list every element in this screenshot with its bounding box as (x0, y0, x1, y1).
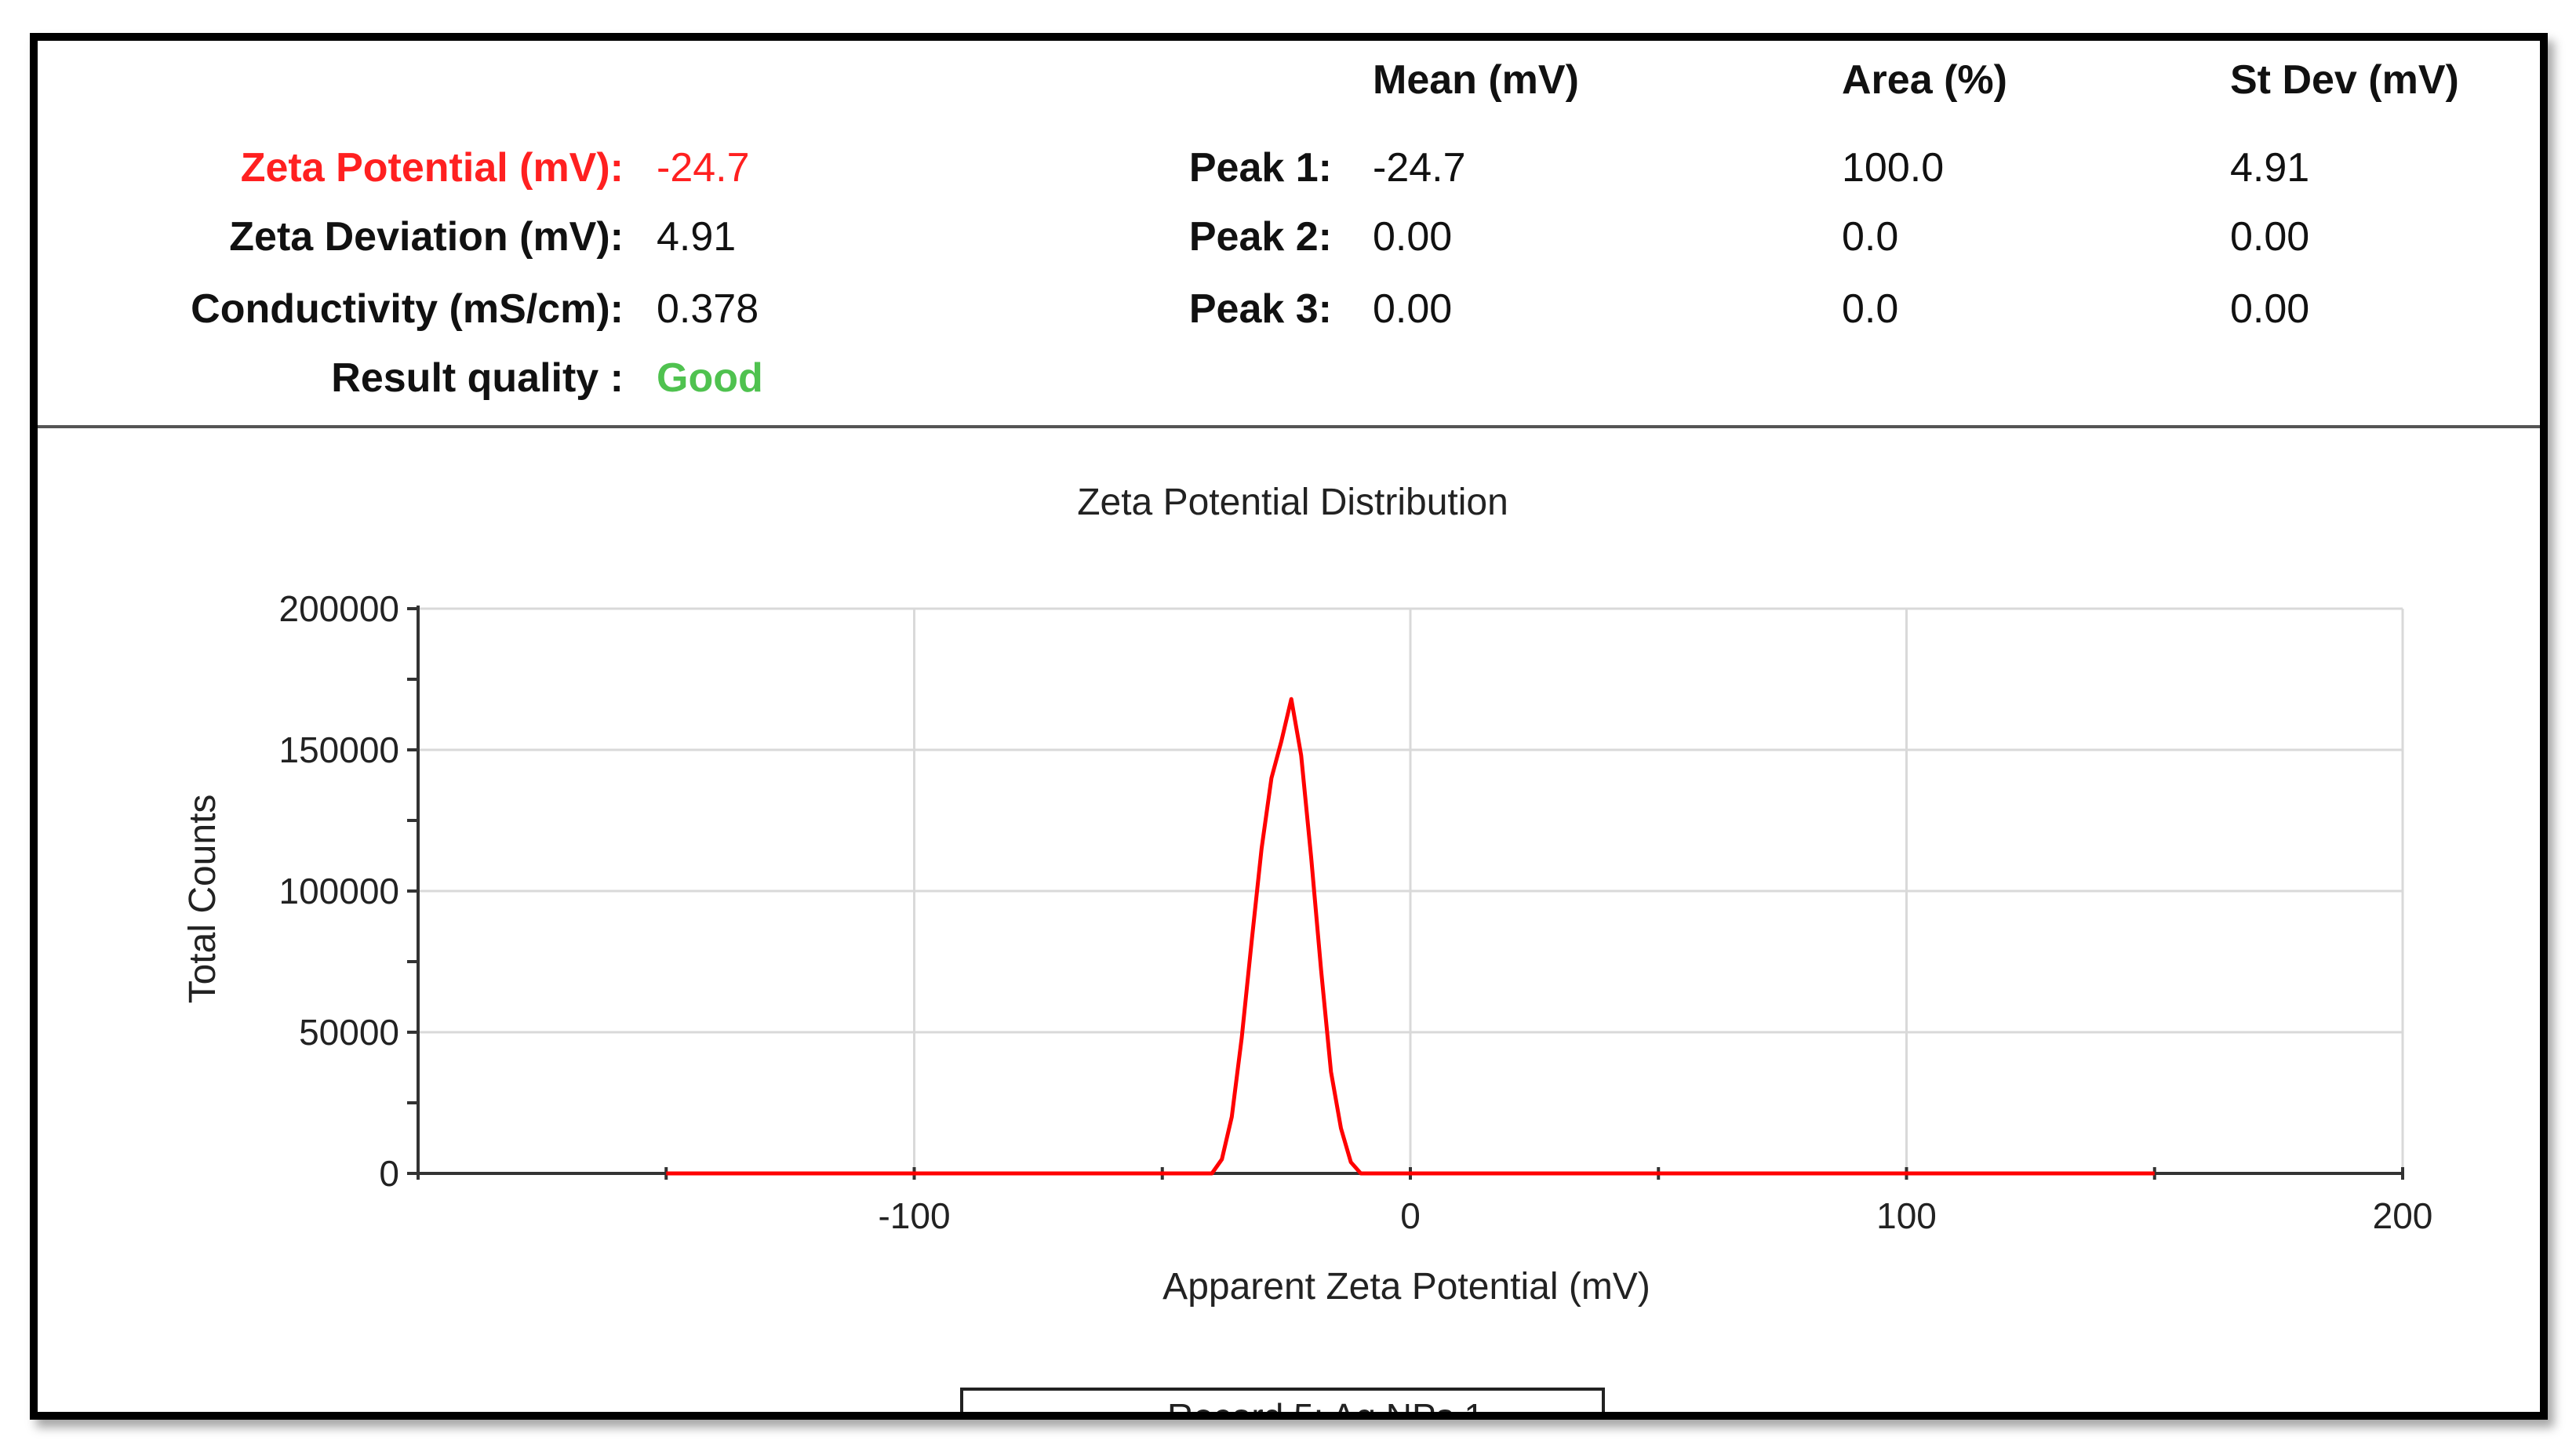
x-tick-label: -100 (878, 1195, 950, 1236)
y-tick-label: 50000 (299, 1012, 399, 1053)
chart-axes (407, 606, 2404, 1180)
peak-1-stdev: 4.91 (2230, 145, 2310, 191)
zeta-potential-label: Zeta Potential (mV): (240, 145, 624, 191)
result-quality-label: Result quality : (331, 355, 624, 401)
y-tick-label: 200000 (279, 588, 400, 629)
peak-1-label: Peak 1: (1188, 145, 1332, 191)
peak-3-label: Peak 3: (1188, 286, 1332, 332)
legend-label: Record 5: Ag NPs 1 (1167, 1396, 1484, 1412)
chart-series (666, 697, 2155, 1176)
y-tick-label: 150000 (279, 729, 400, 770)
peak-2-area: 0.0 (1842, 214, 1899, 260)
peak-2-mean: 0.00 (1373, 214, 1453, 260)
header-area: Area (%) (1842, 57, 2007, 103)
y-tick-label: 100000 (279, 871, 400, 911)
report-frame: Mean (mV) Area (%) St Dev (mV) Zeta Pote… (30, 33, 2548, 1420)
peak-3-area: 0.0 (1842, 286, 1899, 332)
zeta-deviation-value: 4.91 (657, 214, 737, 260)
x-axis-title: Apparent Zeta Potential (mV) (1162, 1266, 1650, 1308)
conductivity-label: Conductivity (mS/cm): (191, 286, 624, 332)
header-mean: Mean (mV) (1373, 57, 1579, 103)
x-tick-label: 100 (1876, 1195, 1937, 1236)
chart-grid (418, 607, 2404, 1175)
chart-legend: Record 5: Ag NPs 1 (960, 1388, 1605, 1412)
zeta-deviation-label: Zeta Deviation (mV): (229, 214, 624, 260)
result-quality-value: Good (657, 355, 763, 401)
peak-3-mean: 0.00 (1373, 286, 1453, 332)
summary-panel: Mean (mV) Area (%) St Dev (mV) Zeta Pote… (38, 41, 2540, 425)
y-tick-label: 0 (379, 1153, 399, 1194)
zeta-potential-value: -24.7 (657, 145, 750, 191)
conductivity-value: 0.378 (657, 286, 759, 332)
chart-ticks: -100 0 100 200 0 50000 100000 150000 200000 (279, 588, 2433, 1236)
section-divider (38, 425, 2540, 428)
peak-2-stdev: 0.00 (2230, 214, 2310, 260)
x-tick-label: 200 (2373, 1195, 2433, 1236)
chart-title: Zeta Potential Distribution (1077, 482, 1508, 523)
series-line (666, 697, 2155, 1176)
peak-1-area: 100.0 (1842, 145, 1945, 191)
zeta-distribution-chart: Zeta Potential Distribution -100 0 100 2000… (182, 482, 2433, 1412)
peak-3-stdev: 0.00 (2230, 286, 2310, 332)
y-axis-title: Total Counts (182, 795, 224, 1004)
peak-2-label: Peak 2: (1188, 214, 1332, 260)
peak-1-mean: -24.7 (1373, 145, 1466, 191)
legend-frame (960, 1388, 1605, 1412)
x-tick-label: 0 (1400, 1195, 1421, 1236)
header-stdev: St Dev (mV) (2230, 57, 2459, 103)
